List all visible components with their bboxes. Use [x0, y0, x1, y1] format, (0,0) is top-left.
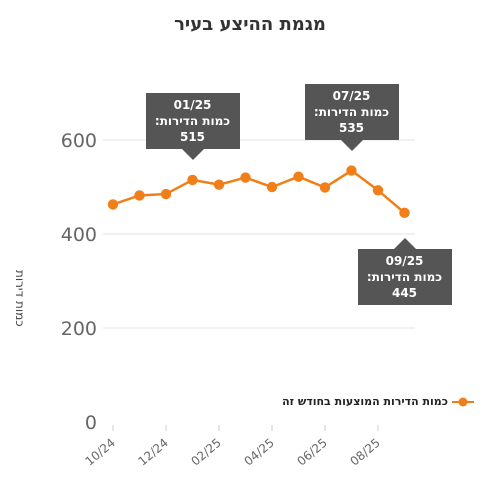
x-tick-label: 06/25 — [294, 436, 329, 469]
tooltip-pointer — [393, 237, 416, 249]
data-point — [134, 190, 145, 201]
data-point — [319, 182, 331, 193]
y-tick-label: 200 — [61, 318, 97, 340]
tooltip-x: 01/25 — [173, 97, 212, 112]
tooltip-0125: 01/25 כמות הדירות: 515 — [145, 92, 240, 160]
data-point — [160, 188, 172, 200]
data-point — [266, 181, 278, 193]
y-axis-title: כמות דירות — [13, 269, 27, 327]
tooltip-pointer — [181, 148, 204, 160]
x-tick-label: 02/25 — [188, 436, 223, 469]
tooltip-0925: 09/25 כמות הדירות: 445 — [357, 237, 452, 305]
data-point — [240, 172, 251, 183]
tooltip-x: 09/25 — [385, 253, 424, 268]
y-tick-label: 0 — [85, 412, 97, 434]
data-point — [107, 199, 119, 210]
tooltip-pointer — [340, 139, 363, 151]
legend-label: כמות הדירות המוצעות בחודש זה — [282, 395, 448, 408]
data-point — [187, 174, 198, 186]
tooltip-x: 07/25 — [332, 88, 371, 103]
data-point — [293, 171, 304, 182]
legend[interactable]: כמות הדירות המוצעות בחודש זה — [282, 395, 474, 408]
data-point — [372, 185, 384, 196]
y-axis-title-box: כמות דירות — [2, 250, 38, 346]
x-tick-label: 08/25 — [347, 436, 382, 469]
data-point — [346, 165, 357, 176]
tooltip-0725: 07/25 כמות הדירות: 535 — [304, 83, 399, 151]
chart-title: מגמת ההיצע בעיר — [174, 14, 326, 35]
tooltip-label: כמות הדירות: — [366, 269, 443, 284]
tooltip-value: 515 — [179, 129, 206, 144]
x-tick-label: 12/24 — [135, 436, 170, 469]
tooltip-label: כמות הדירות: — [313, 104, 390, 119]
data-point — [213, 179, 225, 190]
x-tick-label: 04/25 — [241, 436, 276, 469]
tooltip-label: כמות הדירות: — [154, 113, 231, 128]
data-point — [399, 207, 410, 219]
tooltip-value: 535 — [338, 120, 365, 135]
tooltip-value: 445 — [391, 285, 418, 300]
x-tick-label: 10/24 — [82, 436, 117, 469]
y-tick-label: 400 — [61, 224, 97, 246]
y-tick-label: 600 — [61, 130, 97, 152]
legend-swatch-icon — [452, 397, 474, 406]
series-line — [112, 169, 406, 214]
